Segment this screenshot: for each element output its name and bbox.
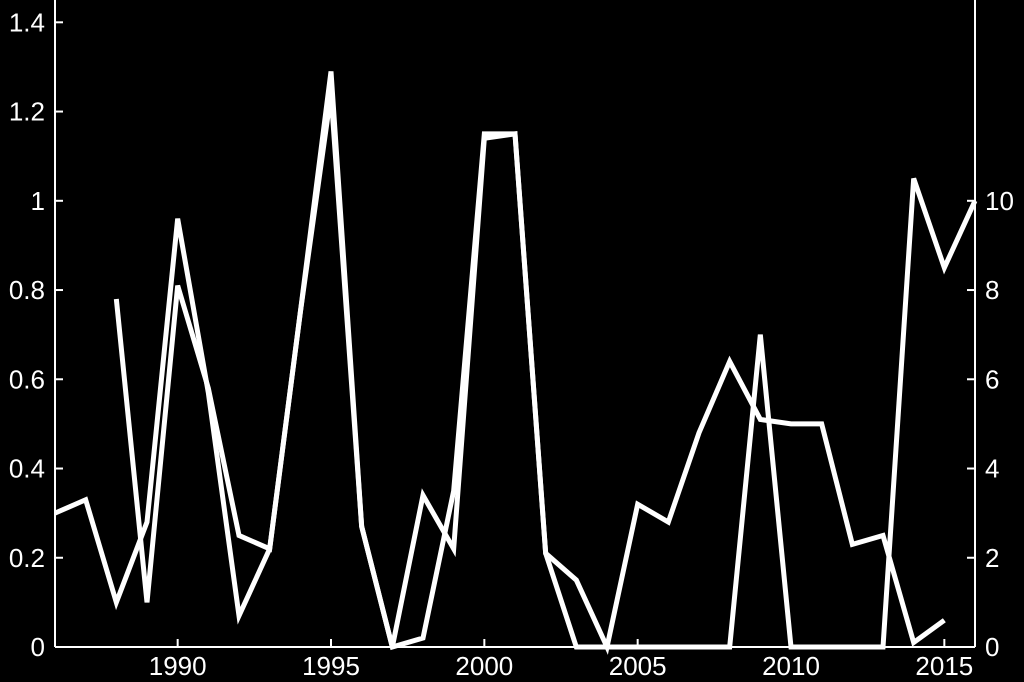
- y-left-tick-label: 0: [31, 632, 45, 662]
- y-left-tick-label: 0.4: [9, 454, 45, 484]
- y-left-tick-label: 1.2: [9, 97, 45, 127]
- y-left-tick-label: 0.8: [9, 275, 45, 305]
- y-left-tick-label: 0.6: [9, 364, 45, 394]
- x-tick-label: 1990: [149, 651, 207, 681]
- dual-axis-line-chart: 19901995200020052010201500.20.40.60.811.…: [0, 0, 1024, 682]
- y-right-tick-label: 6: [985, 364, 999, 394]
- y-right-tick-label: 4: [985, 454, 999, 484]
- y-right-tick-label: 2: [985, 543, 999, 573]
- series-a: [55, 71, 944, 647]
- x-tick-label: 2015: [915, 651, 973, 681]
- y-left-tick-label: 1.4: [9, 7, 45, 37]
- y-left-tick-label: 1: [31, 186, 45, 216]
- y-left-tick-label: 0.2: [9, 543, 45, 573]
- x-tick-label: 2005: [609, 651, 667, 681]
- series-b: [116, 94, 975, 647]
- x-tick-label: 2010: [762, 651, 820, 681]
- x-tick-label: 2000: [455, 651, 513, 681]
- y-right-tick-label: 8: [985, 275, 999, 305]
- y-right-tick-label: 0: [985, 632, 999, 662]
- x-tick-label: 1995: [302, 651, 360, 681]
- y-right-tick-label: 10: [985, 186, 1014, 216]
